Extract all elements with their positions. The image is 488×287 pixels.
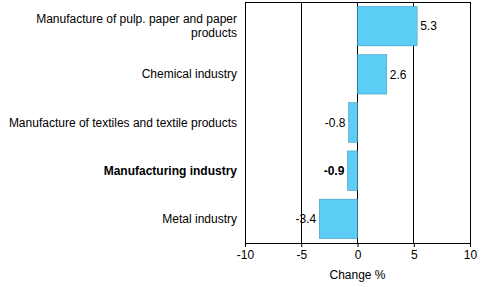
tick: -5 — [296, 243, 307, 262]
label-line: Metal industry — [162, 212, 237, 226]
label-line: Manufacture of textiles and textile prod… — [9, 116, 237, 130]
category-tick: Manufacturing industry — [104, 164, 245, 178]
category-tick: Chemical industry — [142, 67, 245, 81]
category-tick: Manufacture of textiles and textile prod… — [9, 116, 245, 130]
tick-label: -5 — [296, 248, 307, 262]
tick-mark — [301, 243, 302, 247]
bar — [347, 151, 357, 191]
tick: 0 — [355, 243, 362, 262]
axis-line — [246, 244, 471, 248]
data-label: -0.9 — [324, 164, 345, 178]
bar — [358, 55, 387, 95]
axis-line — [245, 3, 246, 244]
y-axis: Manufacture of pulp. paper and paperprod… — [9, 3, 246, 244]
tick-mark — [358, 243, 359, 247]
x-axis: -10 -5 0 5 10 — [237, 243, 478, 262]
chart: 5.3 2.6 -0.8 -0.9 -3.4 -10 -5 0 5 10 Manufacture o… — [0, 0, 488, 287]
category-label: Chemical industry — [142, 67, 237, 81]
tick: -10 — [237, 243, 255, 262]
label-line: products — [191, 26, 237, 40]
tick-label: 5 — [411, 248, 418, 262]
axis-title: Change % — [329, 268, 385, 282]
category-label: Manufacturing industry — [104, 164, 238, 178]
data-label: 5.3 — [420, 19, 437, 33]
tick-mark — [414, 243, 415, 247]
grid-line — [301, 2, 302, 243]
plot-frame — [245, 2, 470, 243]
bar — [358, 6, 418, 46]
bar — [349, 103, 358, 143]
data-label: 2.6 — [390, 68, 407, 82]
tick-label: 0 — [355, 248, 362, 262]
data-labels: 5.3 2.6 -0.8 -0.9 -3.4 — [296, 19, 438, 226]
label-line: Manufacturing industry — [104, 164, 238, 178]
bars — [319, 6, 417, 238]
tick-mark — [245, 243, 246, 247]
category-tick: Metal industry — [162, 212, 245, 226]
category-label: Manufacture of pulp. paper and paperprod… — [36, 12, 237, 40]
tick-label: 10 — [464, 248, 478, 262]
category-label: Manufacture of textiles and textile prod… — [9, 116, 237, 130]
tick: 10 — [464, 243, 478, 262]
category-label: Metal industry — [162, 212, 237, 226]
tick: 5 — [411, 243, 418, 262]
label-line: Chemical industry — [142, 67, 237, 81]
bar — [319, 199, 357, 239]
grid — [245, 2, 470, 243]
tick-mark — [470, 243, 471, 247]
tick-label: -10 — [237, 248, 255, 262]
label-line: Manufacture of pulp. paper and paper — [36, 12, 237, 26]
plot: 5.3 2.6 -0.8 -0.9 -3.4 -10 -5 0 5 10 Manufacture o… — [9, 2, 478, 262]
category-tick: Manufacture of pulp. paper and paperprod… — [36, 12, 245, 40]
data-label: -3.4 — [296, 212, 317, 226]
data-label: -0.8 — [325, 116, 346, 130]
